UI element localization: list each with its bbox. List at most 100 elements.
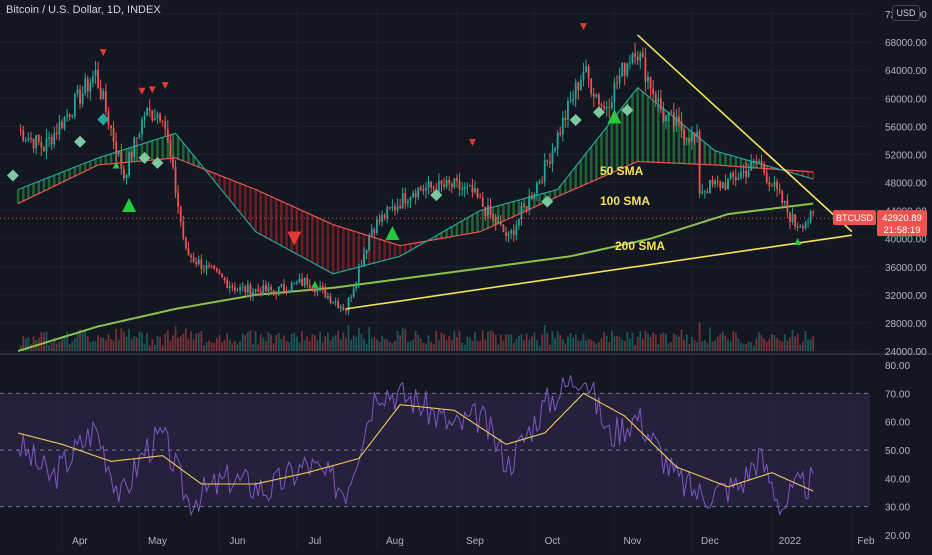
volume-bar (549, 345, 551, 351)
candle-body (314, 289, 316, 292)
candle-body (564, 118, 566, 120)
candle-body (588, 66, 590, 78)
candle-body (575, 83, 577, 99)
rsi-tick-label: 60.00 (885, 418, 910, 429)
candle-body (598, 95, 600, 105)
ribbon-slice (48, 177, 51, 188)
ribbon-slice (652, 100, 655, 162)
candle-body (515, 226, 517, 236)
candle-body (84, 79, 86, 94)
volume-bar (673, 333, 675, 351)
volume-bar (771, 334, 773, 351)
candle-body (355, 283, 357, 289)
candle-body (43, 147, 45, 151)
candle-body (601, 104, 603, 106)
candle-body (626, 64, 628, 76)
candle-body (797, 227, 799, 228)
candle-body (105, 91, 107, 112)
candle-body (681, 121, 683, 131)
candle-body (606, 107, 608, 109)
volume-bar (430, 342, 432, 351)
volume-bar (663, 333, 665, 351)
volume-bar (102, 337, 104, 351)
candle-body (58, 122, 60, 134)
volume-bar (562, 339, 564, 351)
candle-body (169, 140, 171, 156)
ribbon-slice (156, 139, 159, 159)
volume-bar (392, 343, 394, 351)
volume-bar (224, 340, 226, 351)
volume-bar (598, 342, 600, 351)
volume-bar (727, 339, 729, 351)
ribbon-slice (223, 177, 226, 193)
ribbon-slice (249, 187, 252, 225)
volume-bar (270, 335, 272, 351)
volume-bar (779, 340, 781, 351)
rsi-panel[interactable] (0, 375, 870, 515)
volume-bar (162, 345, 164, 351)
candle-body (523, 206, 525, 207)
volume-bar (453, 331, 455, 351)
volume-bar (438, 340, 440, 351)
volume-bar (345, 338, 347, 351)
ribbon-slice (270, 197, 273, 241)
candle-body (536, 183, 538, 193)
candle-body (97, 70, 99, 88)
volume-bar (794, 337, 796, 351)
volume-bar (575, 334, 577, 351)
candle-body (306, 278, 308, 285)
volume-bar (632, 333, 634, 351)
candle-body (505, 232, 507, 236)
candle-body (675, 116, 677, 125)
candle-body (774, 182, 776, 187)
volume-bar (335, 335, 337, 351)
candle-body (157, 114, 159, 119)
volume-bar (601, 338, 603, 351)
volume-bar (683, 340, 685, 351)
candle-body (779, 189, 781, 191)
candle-body (761, 161, 763, 164)
candle-body (448, 180, 450, 184)
volume-bar (139, 332, 141, 351)
candle-body (567, 101, 569, 120)
volume-bar (626, 332, 628, 351)
volume-bar (807, 340, 809, 351)
candle-body (500, 222, 502, 225)
volume-bar (644, 331, 646, 351)
candle-body (717, 181, 719, 182)
candle-body (56, 133, 58, 134)
rsi-tick-label: 80.00 (885, 361, 910, 372)
currency-button[interactable]: USD (892, 5, 920, 21)
y-tick-label: 56000.00 (885, 122, 927, 133)
candle-body (69, 114, 71, 117)
volume-bar (394, 341, 396, 351)
candle-body (663, 110, 665, 122)
volume-bar (614, 336, 616, 351)
candle-body (482, 198, 484, 207)
candle-body (510, 230, 512, 233)
candle-body (154, 119, 156, 121)
candle-body (763, 164, 765, 172)
ribbon-slice (32, 183, 35, 196)
candle-body (188, 248, 190, 255)
candle-body (665, 115, 667, 121)
candle-body (714, 181, 716, 184)
y-tick-label: 32000.00 (885, 291, 927, 302)
volume-bar (515, 339, 517, 351)
candle-body (337, 302, 339, 308)
x-tick-label: Oct (545, 536, 561, 547)
volume-bar (265, 341, 267, 351)
ribbon-slice (512, 201, 515, 216)
ribbon-slice (657, 105, 660, 163)
candle-body (699, 132, 701, 194)
candle-body (177, 193, 179, 207)
volume-bar (678, 337, 680, 351)
volume-bar (268, 332, 270, 351)
candle-body (585, 66, 587, 72)
volume-bar (108, 334, 110, 351)
candle-body (239, 287, 241, 290)
candle-body (709, 180, 711, 193)
candle-body (335, 302, 337, 303)
